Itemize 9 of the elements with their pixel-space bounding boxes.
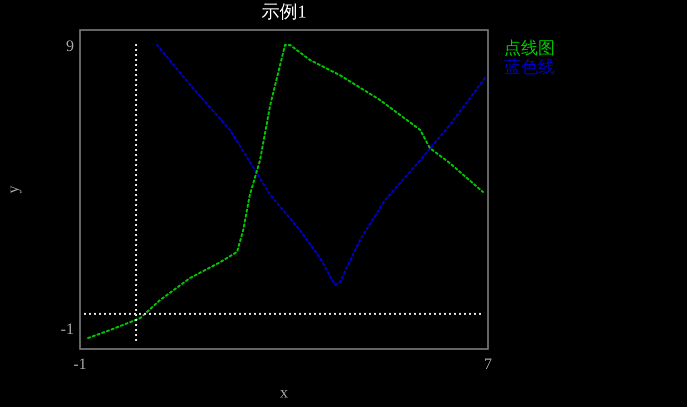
chart-title: 示例1 xyxy=(262,2,306,22)
x-axis-title: x xyxy=(280,384,288,402)
series-label: 蓝色线 xyxy=(504,57,555,76)
line-series xyxy=(156,44,486,286)
x-tick-label: 7 xyxy=(484,356,492,373)
y-axis-title: y xyxy=(4,186,22,194)
text: 点线图 xyxy=(504,38,555,58)
line-series xyxy=(87,44,484,339)
y-tick-label: 9 xyxy=(66,38,74,56)
